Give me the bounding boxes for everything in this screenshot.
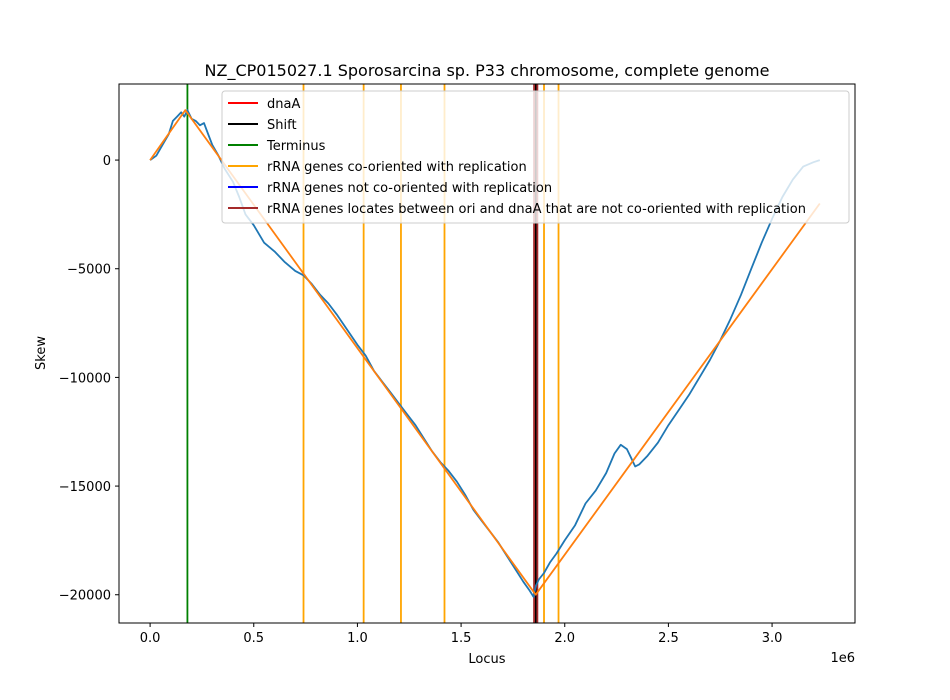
y-tick-label-1: −5000: [67, 263, 111, 278]
legend-label-1: Shift: [267, 118, 297, 133]
x-axis-ticks: 0.0 0.5 1.0 1.5 2.0 2.5 3.0: [140, 623, 783, 646]
y-tick-label-0: 0: [103, 154, 111, 169]
series-line-1: [149, 109, 821, 596]
x-axis-offset-label: 1e6: [830, 651, 855, 666]
x-tick-label-4: 2.0: [554, 631, 575, 646]
legend: dnaA Shift Terminus rRNA genes co-oriented …: [221, 90, 850, 224]
x-tick-label-1: 0.5: [243, 631, 264, 646]
legend-label-4: rRNA genes not co-oriented with replicat…: [267, 181, 552, 196]
legend-label-2: Terminus: [266, 139, 326, 154]
x-tick-label-3: 1.5: [451, 631, 472, 646]
y-axis-ticks: 0 −5000 −10000 −15000 −20000: [59, 154, 119, 604]
plot-frame: [118, 83, 856, 624]
legend-box: [221, 90, 850, 224]
legend-label-0: dnaA: [267, 97, 300, 112]
y-axis-label: Skew: [34, 336, 49, 370]
series-lines: [149, 109, 821, 598]
y-tick-label-2: −10000: [59, 371, 111, 386]
x-axis-label: Locus: [468, 652, 505, 667]
legend-label-3: rRNA genes co-oriented with replication: [267, 160, 527, 175]
chart-title: NZ_CP015027.1 Sporosarcina sp. P33 chrom…: [205, 61, 770, 81]
y-tick-label-3: −15000: [59, 480, 111, 495]
legend-label-5: rRNA genes locates between ori and dnaA …: [267, 202, 806, 217]
x-tick-label-5: 2.5: [658, 631, 679, 646]
x-tick-label-0: 0.0: [140, 631, 161, 646]
y-tick-label-4: −20000: [59, 589, 111, 604]
x-tick-label-6: 3.0: [762, 631, 783, 646]
x-tick-label-2: 1.0: [347, 631, 368, 646]
